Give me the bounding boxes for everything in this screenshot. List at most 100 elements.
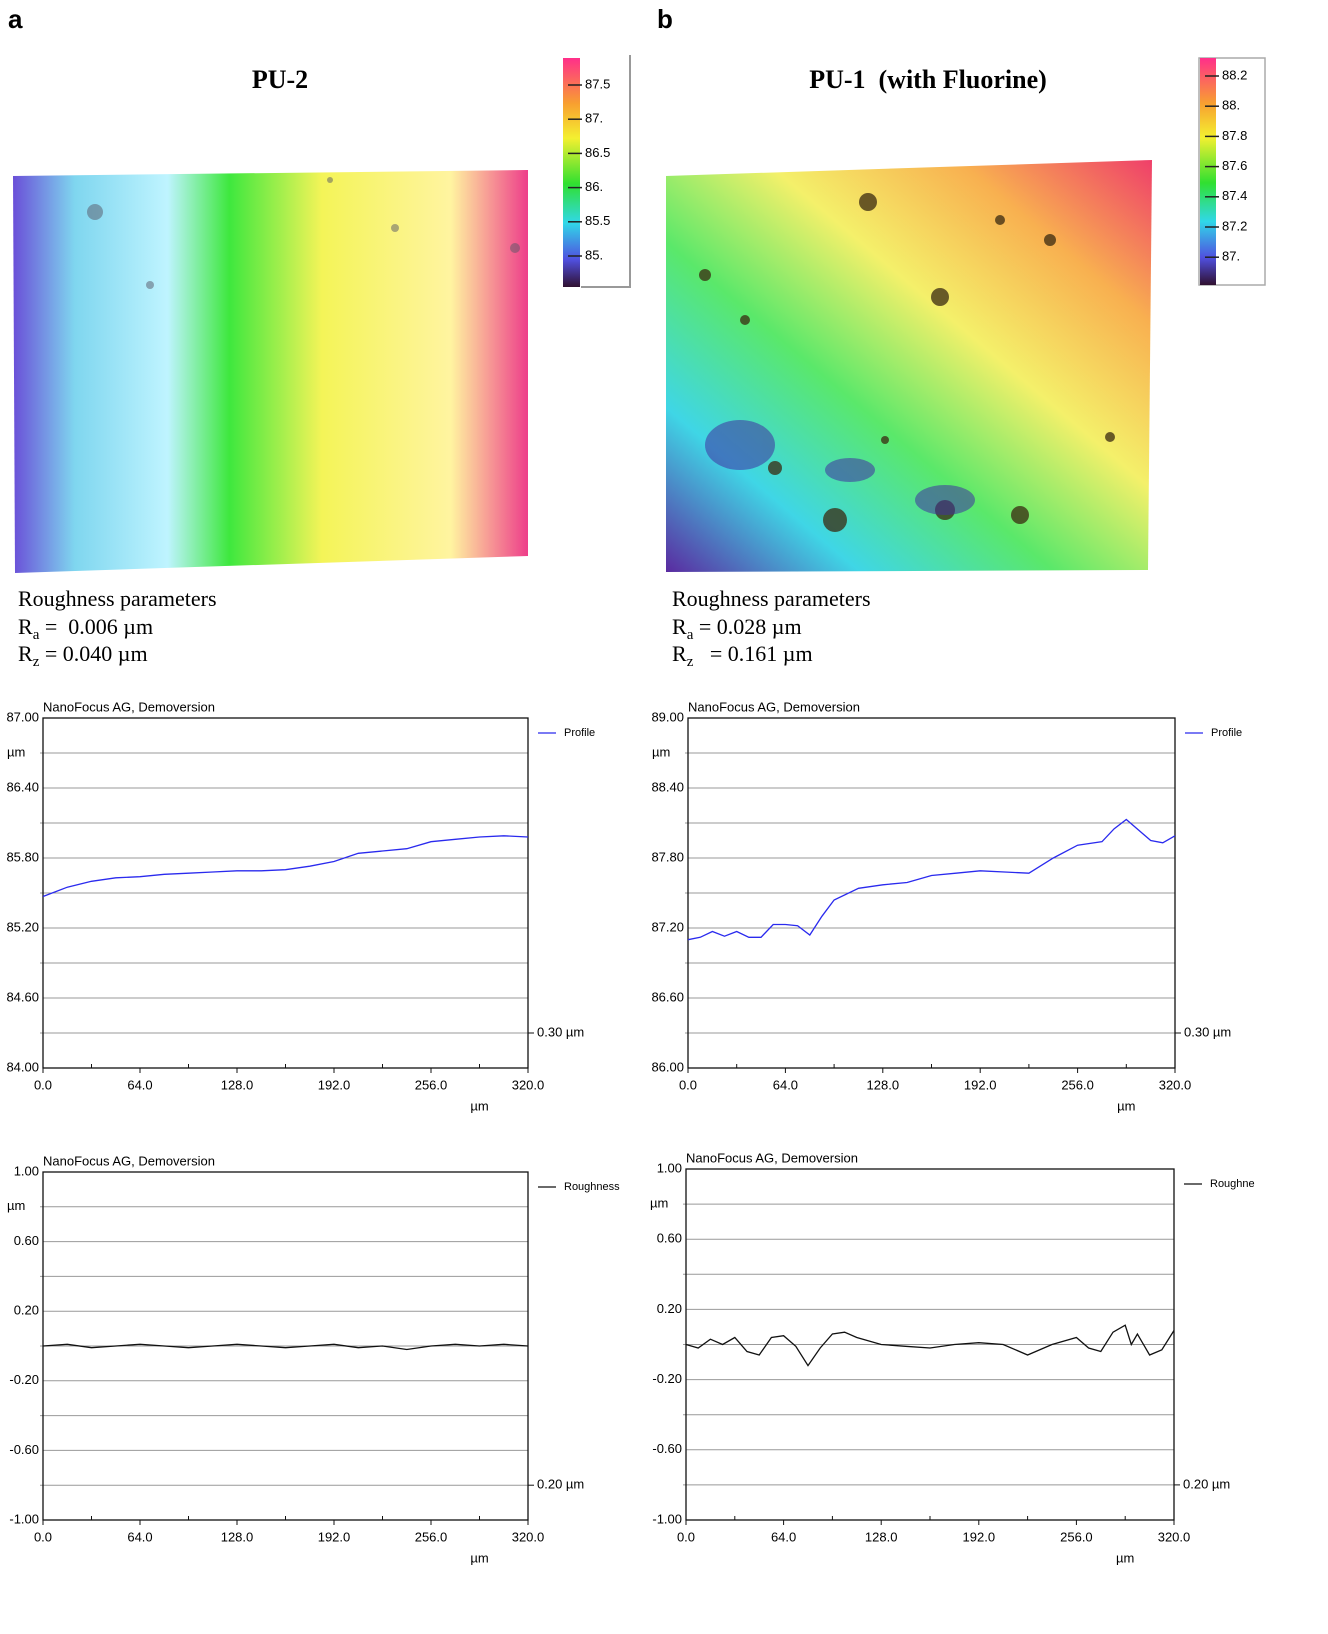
roughness-title: Roughness parameters (18, 586, 217, 611)
y-tick-label: 86.00 (651, 1059, 684, 1074)
x-axis-label: µm (470, 1550, 488, 1565)
colorbar-tick-label: 86.5 (585, 145, 610, 160)
line-series (687, 818, 1176, 941)
roughness-title: Roughness parameters (672, 586, 871, 611)
line-series (42, 1343, 529, 1351)
x-tick-label: 192.0 (964, 1077, 997, 1092)
colorbar-tick-label: 86. (585, 179, 603, 194)
x-tick-label: 0.0 (677, 1529, 695, 1544)
annotation: 0.20 µm (1183, 1476, 1230, 1491)
annotation: 0.30 µm (537, 1024, 584, 1039)
subscript: z (687, 654, 694, 670)
x-tick-label: 64.0 (773, 1077, 798, 1092)
x-axis-label: µm (470, 1098, 488, 1113)
x-tick-label: 192.0 (318, 1077, 351, 1092)
y-tick-label: 88.40 (651, 779, 684, 794)
colorbar-tick-label: 87.8 (1222, 128, 1247, 143)
value-text: = 0.028 µm (693, 614, 801, 639)
x-tick-label: 320.0 (1159, 1077, 1192, 1092)
y-tick-label: -0.20 (9, 1372, 39, 1387)
roughness-rz: Rz = 0.161 µm (672, 641, 813, 670)
panel-title: PU-2 (252, 65, 308, 94)
legend-label: Roughness (564, 1181, 620, 1193)
surface-texture (87, 177, 520, 289)
chart-title: NanoFocus AG, Demoversion (43, 1153, 215, 1168)
x-tick-label: 256.0 (1061, 1077, 1094, 1092)
colorbar-tick-label: 85. (585, 247, 603, 262)
x-tick-label: 0.0 (34, 1077, 52, 1092)
line-series (42, 835, 529, 898)
value-text: = 0.161 µm (693, 641, 812, 666)
y-tick-label: -0.60 (652, 1441, 682, 1456)
value-text: = 0.006 µm (39, 614, 153, 639)
colorbar-tick-label: 88.2 (1222, 67, 1247, 82)
x-axis-label: µm (1117, 1098, 1135, 1113)
colorbar-tick-label: 87.6 (1222, 158, 1247, 173)
x-tick-label: 320.0 (1158, 1529, 1191, 1544)
y-tick-label: -1.00 (652, 1511, 682, 1526)
y-tick-label: 1.00 (14, 1163, 39, 1178)
legend-label: Roughne (1210, 1178, 1255, 1190)
x-tick-label: 0.0 (679, 1077, 697, 1092)
roughness-ra: Ra = 0.028 µm (672, 614, 802, 643)
x-tick-label: 128.0 (221, 1077, 254, 1092)
y-tick-label: 0.20 (14, 1303, 39, 1318)
x-tick-label: 0.0 (34, 1529, 52, 1544)
x-tick-label: 192.0 (963, 1529, 996, 1544)
roughness-ra: Ra = 0.006 µm (18, 614, 153, 643)
x-tick-label: 64.0 (771, 1529, 796, 1544)
surface-texture (705, 420, 975, 515)
y-tick-label: 86.60 (651, 989, 684, 1004)
x-tick-label: 320.0 (512, 1529, 545, 1544)
x-tick-label: 256.0 (415, 1529, 448, 1544)
subscript: a (687, 627, 694, 643)
y-tick-label: 85.80 (6, 849, 39, 864)
value-text: = 0.040 µm (39, 641, 147, 666)
colorbar-tick-label: 87. (1222, 249, 1240, 264)
y-tick-label: 87.00 (6, 709, 39, 724)
colorbar-tick-label: 87.2 (1222, 218, 1247, 233)
colorbar-tick-label: 88. (1222, 98, 1240, 113)
y-tick-label: -0.60 (9, 1442, 39, 1457)
subscript: z (33, 654, 40, 670)
colorbar-tick-label: 85.5 (585, 213, 610, 228)
x-tick-label: 256.0 (1060, 1529, 1093, 1544)
y-tick-label: 85.20 (6, 919, 39, 934)
colorbar (1200, 58, 1216, 285)
legend-label: Profile (564, 727, 595, 739)
subscript: a (33, 627, 40, 643)
y-tick-label: 84.60 (6, 989, 39, 1004)
y-tick-label: 0.60 (14, 1233, 39, 1248)
x-tick-label: 256.0 (415, 1077, 448, 1092)
annotation: 0.30 µm (1184, 1024, 1231, 1039)
symbol: R (672, 641, 687, 666)
colorbar (563, 58, 580, 287)
legend-label: Profile (1211, 727, 1242, 739)
y-axis-label: µm (650, 1196, 668, 1211)
y-tick-label: 0.20 (657, 1301, 682, 1316)
surface-map (13, 170, 528, 573)
surface-map (666, 160, 1152, 572)
roughness-rz: Rz = 0.040 µm (18, 641, 148, 670)
y-tick-label: 84.00 (6, 1059, 39, 1074)
y-tick-label: 89.00 (651, 709, 684, 724)
colorbar-tick-label: 87.5 (585, 76, 610, 91)
y-axis-label: µm (7, 1198, 25, 1213)
y-tick-label: -1.00 (9, 1511, 39, 1526)
x-tick-label: 64.0 (127, 1077, 152, 1092)
y-tick-label: 86.40 (6, 779, 39, 794)
symbol: R (672, 614, 687, 639)
line-series (685, 1324, 1175, 1367)
y-tick-label: 87.80 (651, 849, 684, 864)
y-axis-label: µm (7, 744, 25, 759)
colorbar-frame (581, 55, 631, 288)
y-tick-label: 0.60 (657, 1231, 682, 1246)
y-tick-label: 1.00 (657, 1160, 682, 1175)
chart-title: NanoFocus AG, Demoversion (43, 699, 215, 714)
symbol: R (18, 641, 33, 666)
panel-label: a (8, 4, 23, 34)
colorbar-frame (1198, 57, 1266, 286)
x-tick-label: 128.0 (867, 1077, 900, 1092)
colorbar-tick-label: 87. (585, 111, 603, 126)
